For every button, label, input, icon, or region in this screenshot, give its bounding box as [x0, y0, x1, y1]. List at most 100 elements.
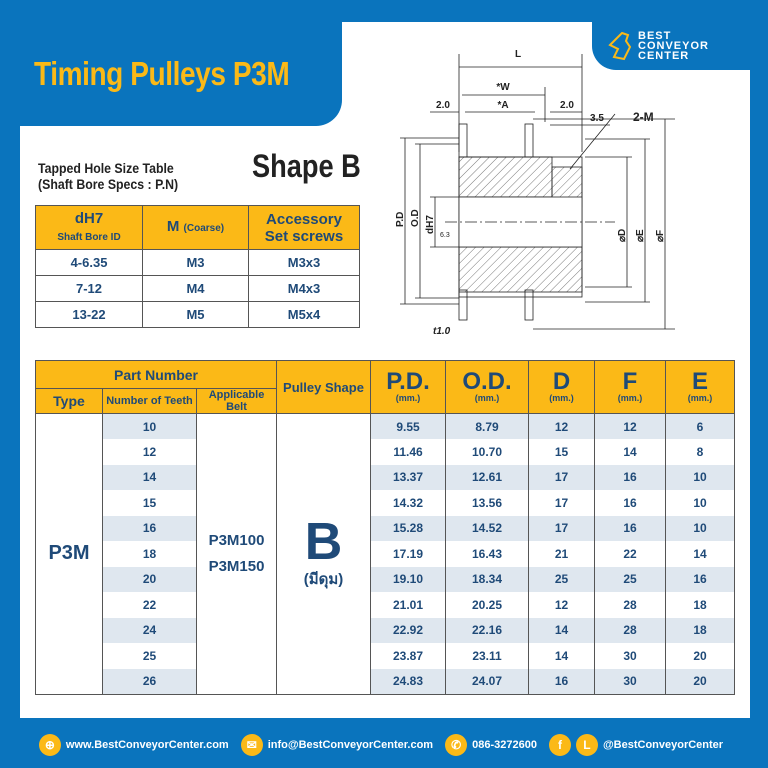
od-cell: 16.43 [445, 541, 529, 567]
teeth-cell: 22 [102, 592, 197, 618]
type-cell: P3M [35, 413, 103, 695]
dim-t: t1.0 [433, 326, 451, 337]
f-cell: 25 [594, 566, 666, 592]
tapped-cell: 13-22 [35, 301, 143, 328]
pd-cell: 19.10 [370, 566, 446, 592]
phone-icon: ✆ [445, 734, 468, 756]
dim-od: O.D [410, 209, 421, 227]
od-cell: 14.52 [445, 515, 529, 541]
pd-cell: 13.37 [370, 464, 446, 490]
d-cell: 25 [528, 566, 595, 592]
tapped-row: 4-6.35 M3 M3x3 [35, 249, 360, 276]
header-d: D (mm.) [528, 360, 595, 414]
od-cell: 12.61 [445, 464, 529, 490]
dim-l: L [515, 49, 521, 60]
pd-cell: 21.01 [370, 592, 446, 618]
shape-cell: B (มีดุม) [276, 413, 371, 695]
dim-e: ⌀E [635, 229, 646, 242]
shape-value: B [304, 512, 343, 571]
spec-row: 15 14.32 13.56 17 16 10 [36, 490, 735, 516]
od-cell: 20.25 [445, 592, 529, 618]
e-cell: 6 [665, 413, 735, 439]
tapped-cell: M3 [142, 249, 249, 276]
dim-w: *W [496, 82, 510, 93]
e-cell: 8 [665, 439, 735, 465]
tapped-row: 13-22 M5 M5x4 [35, 301, 360, 328]
belt-cell: P3M100 P3M150 [196, 413, 277, 695]
dim-left-flange: 2.0 [436, 100, 450, 111]
d-cell: 12 [528, 592, 595, 618]
dim-offset: 3.5 [590, 113, 604, 124]
footer: ⊕ www.BestConveyorCenter.com ✉ info@BestCo… [0, 728, 768, 762]
title-banner: Timing Pulleys P3M [20, 22, 342, 126]
pd-cell: 9.55 [370, 413, 446, 439]
spec-row: 20 19.10 18.34 25 25 16 [36, 566, 735, 592]
dim-bore: dH7 [425, 215, 436, 234]
pd-cell: 17.19 [370, 541, 446, 567]
od-cell: 24.07 [445, 668, 529, 695]
f-cell: 28 [594, 617, 666, 643]
d-cell: 17 [528, 515, 595, 541]
od-cell: 13.56 [445, 490, 529, 516]
e-cell: 10 [665, 464, 735, 490]
d-cell: 15 [528, 439, 595, 465]
header-bore: dH7 Shaft Bore ID [35, 205, 143, 250]
spec-row: 22 21.01 20.25 12 28 18 [36, 592, 735, 618]
teeth-cell: 10 [102, 413, 197, 439]
tapped-table-title: Tapped Hole Size Table (Shaft Bore Specs … [38, 160, 178, 192]
e-cell: 10 [665, 490, 735, 516]
header-part-number: Part Number [35, 360, 277, 389]
dim-a: *A [497, 100, 508, 111]
e-cell: 20 [665, 668, 735, 695]
title-line: (Shaft Bore Specs : P.N) [38, 176, 179, 192]
pulley-spec-table: Part Number Pulley Shape P.D. (mm.) O.D.(… [35, 360, 735, 695]
e-cell: 10 [665, 515, 735, 541]
tapped-hole-table: dH7 Shaft Bore ID M (Coarse) Accessory Set… [35, 205, 360, 328]
website-link[interactable]: www.BestConveyorCenter.com [65, 739, 229, 751]
phone-number[interactable]: 086-3272600 [472, 739, 537, 751]
d-cell: 21 [528, 541, 595, 567]
spec-row: P3M 10 P3M100 P3M150 B (มีดุม) 9.55 8.79 12 12 6 [35, 413, 735, 695]
header-pd: P.D. (mm.) [370, 360, 446, 414]
logo-line: BEST [638, 30, 672, 42]
teeth-cell: 24 [102, 617, 197, 643]
f-cell: 14 [594, 439, 666, 465]
d-cell: 12 [528, 413, 595, 439]
pd-cell: 23.87 [370, 643, 446, 669]
teeth-cell: 14 [102, 464, 197, 490]
email-link[interactable]: info@BestConveyorCenter.com [267, 739, 434, 751]
tapped-cell: M3x3 [248, 249, 360, 276]
logo-horse-icon [608, 31, 632, 61]
header-m: M (Coarse) [142, 205, 249, 250]
pd-cell: 24.83 [370, 668, 446, 695]
f-cell: 16 [594, 490, 666, 516]
e-cell: 18 [665, 617, 735, 643]
tapped-row: 7-12 M4 M4x3 [35, 275, 360, 302]
social-handle[interactable]: @BestConveyorCenter [602, 739, 724, 751]
header-teeth: Number of Teeth [102, 388, 197, 414]
e-cell: 14 [665, 541, 735, 567]
teeth-cell: 12 [102, 439, 197, 465]
od-cell: 22.16 [445, 617, 529, 643]
spec-row: 16 15.28 14.52 17 16 10 [36, 515, 735, 541]
f-cell: 30 [594, 643, 666, 669]
header-od: O.D. (mm.) [445, 360, 529, 414]
spec-row: 26 24.83 24.07 16 30 20 [36, 668, 735, 695]
logo: BEST CONVEYOR CENTER [592, 22, 750, 70]
teeth-cell: 18 [102, 541, 197, 567]
f-cell: 16 [594, 464, 666, 490]
od-cell: 8.79 [445, 413, 529, 439]
od-cell: 23.11 [445, 643, 529, 669]
e-cell: 18 [665, 592, 735, 618]
header-pulley-shape: Pulley Shape [276, 360, 371, 414]
teeth-cell: 20 [102, 566, 197, 592]
f-cell: 16 [594, 515, 666, 541]
spec-row: 25 23.87 23.11 14 30 20 [36, 643, 735, 669]
header-e: E (mm.) [665, 360, 735, 414]
belt-value: P3M100 [208, 531, 265, 549]
globe-icon: ⊕ [38, 734, 61, 756]
email-icon: ✉ [240, 734, 263, 756]
dim-pd: P.D [395, 212, 406, 227]
od-cell: 10.70 [445, 439, 529, 465]
spec-row: 12 11.46 10.70 15 14 8 [36, 439, 735, 465]
